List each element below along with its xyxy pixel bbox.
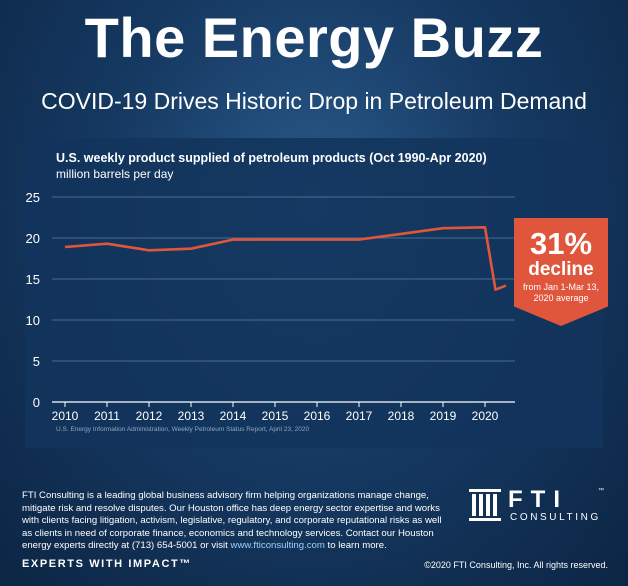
y-tick-labels: 0 5 10 15 20 25 <box>26 190 40 410</box>
logo-subtitle: CONSULTING <box>510 512 601 523</box>
pillars-icon <box>469 489 501 521</box>
y-tick-label: 25 <box>26 190 40 205</box>
website-link[interactable]: www.fticonsulting.com <box>230 540 325 552</box>
copyright: ©2020 FTI Consulting, Inc. All rights re… <box>424 560 608 570</box>
x-tick-label: 2011 <box>94 409 120 423</box>
series-line <box>64 226 507 292</box>
chart-grid <box>52 196 515 362</box>
x-tick-label: 2020 <box>472 409 499 423</box>
x-tick-label: 2012 <box>136 409 163 423</box>
chart-source: U.S. Energy Information Administration, … <box>56 426 310 433</box>
chart-title: U.S. weekly product supplied of petroleu… <box>56 151 487 165</box>
chart-panel <box>25 138 603 448</box>
chart-axes <box>52 401 515 407</box>
chart-series <box>64 226 507 292</box>
logo-wordmark: FTI <box>508 486 568 513</box>
page-title: The Energy Buzz <box>84 6 544 69</box>
x-tick-label: 2014 <box>220 409 247 423</box>
callout-percent: 31% <box>529 226 593 261</box>
y-tick-label: 0 <box>33 395 40 410</box>
about-tail: to learn more. <box>324 540 387 552</box>
x-tick-label: 2017 <box>346 409 373 423</box>
fti-logo: FTI ™ CONSULTING <box>468 486 608 524</box>
callout-label: decline <box>528 259 594 280</box>
logo-trademark: ™ <box>598 488 604 494</box>
about-body: FTI Consulting is a leading global busin… <box>22 490 442 552</box>
page-subtitle: COVID-19 Drives Historic Drop in Petrole… <box>41 88 587 114</box>
decline-callout: 31% decline from Jan 1-Mar 13, 2020 aver… <box>514 218 608 326</box>
y-tick-label: 10 <box>26 313 40 328</box>
x-tick-labels: 2010 2011 2012 2013 2014 2015 2016 2017 2018 2019… <box>52 409 499 423</box>
chart-y-label: million barrels per day <box>56 167 174 181</box>
callout-note: from Jan 1-Mar 13, 2020 average <box>522 282 600 303</box>
x-tick-label: 2018 <box>388 409 415 423</box>
tagline: EXPERTS WITH IMPACT™ <box>22 558 192 570</box>
y-tick-label: 15 <box>26 272 40 287</box>
x-tick-label: 2016 <box>304 409 331 423</box>
about-text: FTI Consulting is a leading global busin… <box>22 490 452 553</box>
y-tick-label: 5 <box>33 354 40 369</box>
x-tick-label: 2019 <box>430 409 457 423</box>
x-tick-label: 2013 <box>178 409 205 423</box>
y-tick-label: 20 <box>26 231 40 246</box>
x-tick-label: 2010 <box>52 409 79 423</box>
x-tick-label: 2015 <box>262 409 289 423</box>
